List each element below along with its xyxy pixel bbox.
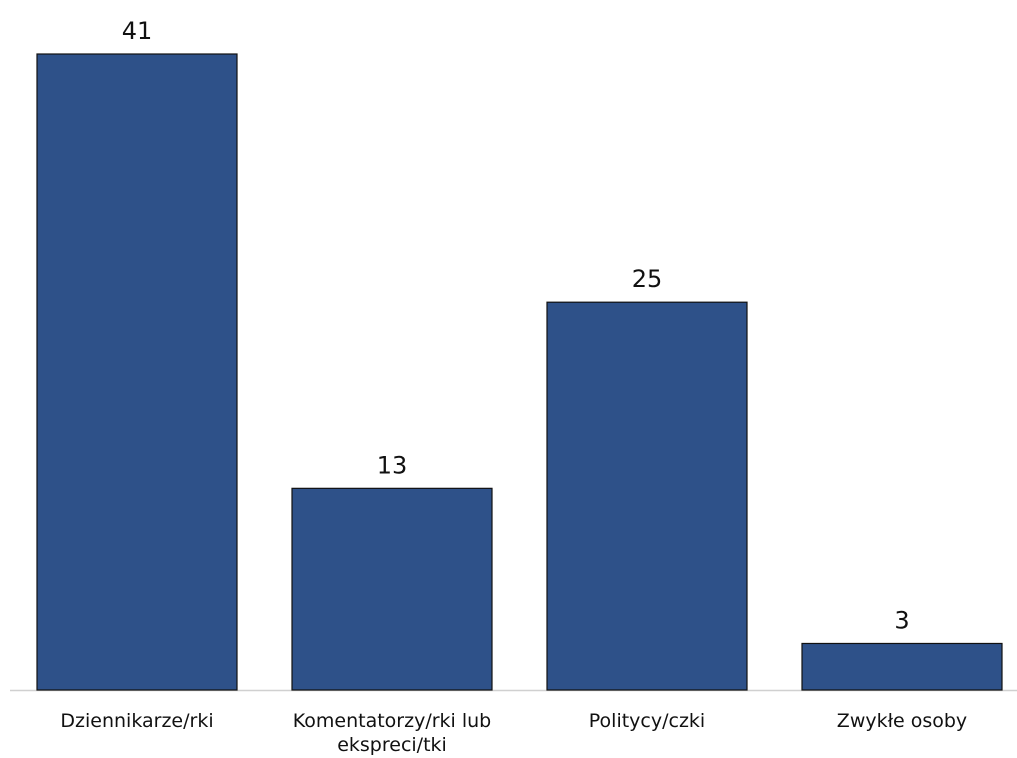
value-label: 13 bbox=[377, 451, 408, 479]
value-label: 3 bbox=[894, 606, 909, 634]
x-tick-label: Komentatorzy/rki lub ekspreci/tki bbox=[292, 710, 492, 756]
value-label: 25 bbox=[632, 265, 663, 293]
x-tick-label: Dziennikarze/rki bbox=[60, 710, 214, 732]
value-label: 41 bbox=[122, 17, 153, 45]
x-tick-label: Zwykłe osoby bbox=[836, 710, 968, 732]
x-tick-label: Politycy/czki bbox=[588, 710, 706, 732]
bar bbox=[801, 642, 1003, 691]
bar bbox=[291, 487, 493, 691]
bar bbox=[36, 53, 238, 691]
bar bbox=[546, 301, 748, 691]
